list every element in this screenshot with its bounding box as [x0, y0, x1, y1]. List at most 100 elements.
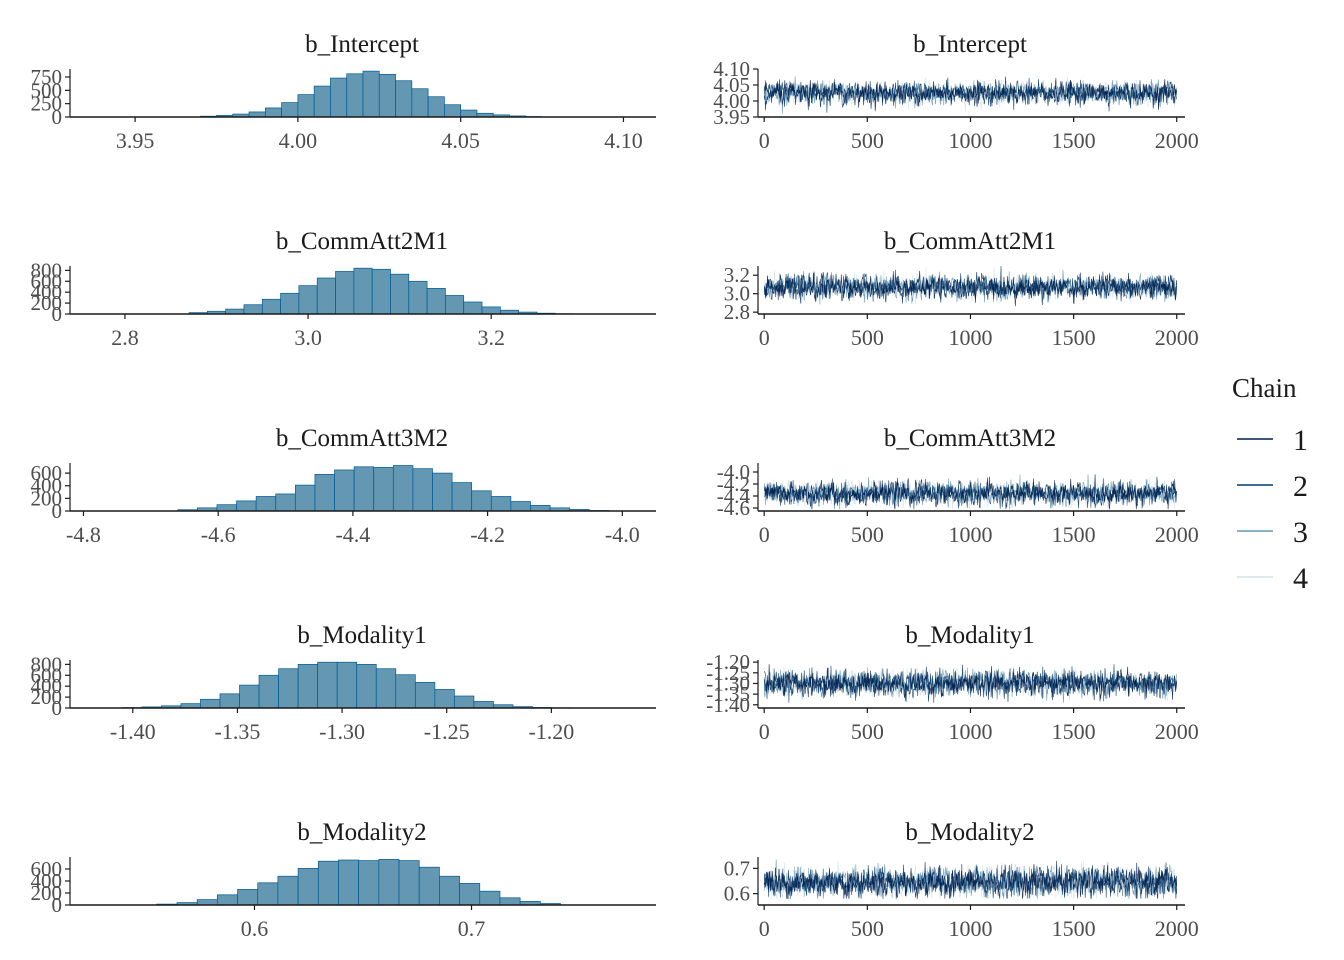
trace-x-tick-label: 2000 [1155, 325, 1199, 350]
histogram-bar [346, 73, 364, 118]
trace-x-tick-label: 2000 [1155, 719, 1199, 744]
trace-x-tick-label: 0 [759, 719, 770, 744]
histogram-bar [414, 682, 436, 709]
histogram-y-tick-label: 0 [52, 105, 63, 129]
histogram-bar [451, 482, 473, 512]
histogram-bar [335, 271, 355, 315]
histogram-y-tick-label: 0 [52, 302, 63, 326]
trace-y-tick-label: 0.7 [724, 856, 750, 880]
histogram-x-tick-label: -1.25 [424, 719, 470, 744]
histogram-bar [390, 273, 410, 315]
histogram-y-tick-label: 400 [31, 869, 63, 893]
histogram-bar [398, 860, 420, 906]
histogram-bar [297, 868, 319, 906]
histogram-bar [510, 501, 531, 512]
trace-line-chain-1 [763, 860, 1177, 899]
histogram-x-tick-label: -4.6 [201, 522, 236, 547]
panel-row: b_CommAtt3M2-4.8 -4.6 -4.4 -4.2 -4.002004006… [31, 425, 1199, 547]
histogram-bar [454, 695, 475, 709]
histogram-bar [356, 664, 377, 709]
trace-y-tick-label: -4.2 [717, 472, 750, 496]
trace-x-tick-label: 0 [759, 916, 770, 941]
histogram-title: b_Modality1 [297, 622, 426, 649]
histogram-bar [471, 490, 492, 512]
histogram-bar [473, 701, 494, 709]
trace-y-tick-label: -4.4 [717, 484, 751, 508]
trace-x-tick-label: 1500 [1052, 522, 1096, 547]
trace-title: b_Modality1 [905, 622, 1034, 649]
trace-x-tick-label: 1000 [948, 916, 992, 941]
histogram-bar [297, 94, 315, 118]
histogram-bar [278, 668, 299, 709]
histogram-bar [530, 504, 551, 512]
histogram-panel: b_CommAtt3M2 -4.8 -4.6 -4.4 -4.2 -4.0 02004006… [31, 425, 656, 547]
trace-y-tick-label: -1.25 [706, 661, 750, 685]
trace-line-chain-1 [763, 270, 1177, 304]
histogram-bar [196, 899, 218, 906]
trace-x-tick-label: 500 [851, 325, 884, 350]
histogram-x-tick-label: -1.40 [110, 719, 156, 744]
trace-x-tick-label: 0 [759, 522, 770, 547]
legend-label: 1 [1293, 424, 1308, 457]
trace-title: b_Intercept [913, 31, 1027, 58]
histogram-bar [294, 484, 316, 512]
histogram-x-tick-label: 4.05 [441, 128, 480, 153]
histogram-bar [353, 267, 373, 315]
histogram-x-tick-label: 3.0 [294, 325, 322, 350]
histogram-bar [330, 77, 348, 118]
histogram-bar [418, 866, 440, 906]
histogram-bar [237, 889, 259, 906]
histogram-title: b_Intercept [305, 31, 419, 58]
histogram-bar [243, 304, 263, 315]
trace-line-chain-1 [763, 77, 1177, 112]
histogram-bar [490, 496, 512, 512]
histogram-bar [277, 875, 299, 906]
trace-panel: b_CommAtt3M2 0 500 1000 1500 2000 -4.6-4.4-4.2… [717, 425, 1199, 547]
trace-x-tick-label: 1000 [948, 719, 992, 744]
trace-y-tick-label: 3.2 [724, 263, 750, 287]
histogram-y-tick-label: 600 [31, 663, 63, 687]
trace-x-tick-label: 500 [851, 128, 884, 153]
histogram-bar [314, 474, 335, 512]
histogram-x-tick-label: -1.30 [319, 719, 365, 744]
histogram-y-tick-label: 400 [31, 674, 63, 698]
histogram-bar [427, 96, 445, 118]
trace-y-tick-label: 3.95 [713, 105, 750, 129]
panel-row: b_Modality1-1.40 -1.35 -1.30 -1.25 -1.200200… [31, 622, 1199, 744]
histogram-bar [200, 698, 221, 709]
histogram-bar [316, 277, 336, 315]
histogram-bar [255, 496, 277, 512]
histogram-bar [281, 102, 299, 118]
histogram-bar [258, 674, 279, 709]
trace-panel: b_Intercept 0 500 1000 1500 2000 3.954.004.054… [713, 31, 1198, 153]
histogram-x-tick-label: 3.95 [116, 128, 155, 153]
histogram-title: b_Modality2 [297, 819, 426, 846]
legend-title: Chain [1232, 373, 1297, 403]
trace-y-tick-label: -4.6 [717, 496, 750, 520]
histogram-x-tick-label: -1.35 [215, 719, 261, 744]
histogram-bar [358, 860, 380, 906]
histogram-bar [353, 466, 375, 512]
trace-y-tick-label: -4.0 [717, 460, 750, 484]
histogram-x-tick-label: 0.6 [241, 916, 269, 941]
trace-x-tick-label: 1500 [1052, 128, 1096, 153]
histogram-y-tick-label: 250 [31, 92, 63, 116]
legend-label: 2 [1293, 470, 1308, 503]
histogram-bar [378, 859, 400, 906]
trace-y-tick-label: 4.10 [713, 57, 750, 81]
trace-x-tick-label: 500 [851, 916, 884, 941]
histogram-bar [392, 465, 414, 512]
histogram-bar [434, 689, 455, 709]
histogram-x-tick-label: 4.00 [279, 128, 318, 153]
trace-x-tick-label: 1000 [948, 522, 992, 547]
histogram-x-tick-label: -4.0 [605, 522, 640, 547]
histogram-bar [432, 472, 453, 512]
histogram-bar [261, 298, 281, 315]
trace-x-tick-label: 1500 [1052, 325, 1096, 350]
histogram-bar [371, 268, 391, 315]
